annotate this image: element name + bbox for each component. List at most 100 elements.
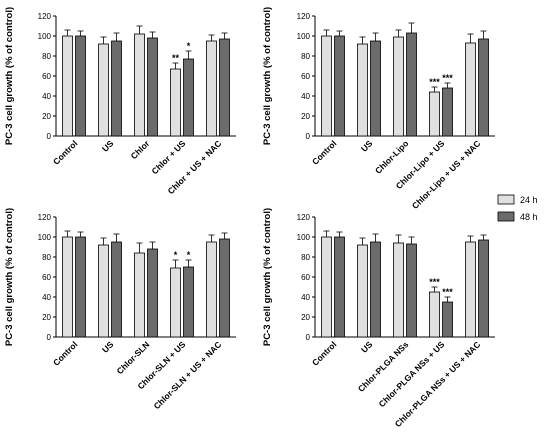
significance-marker: *** [442,287,453,297]
bar-48h [334,35,345,137]
bar-24h [170,68,181,137]
x-category-label: US [100,138,116,154]
bar-48h [111,40,122,137]
y-tick-label: 40 [42,293,51,302]
bar-24h [321,35,332,137]
y-tick-label: 80 [301,52,310,61]
y-axis-label: PC-3 cell growth (% of control) [262,7,273,145]
y-tick-label: 100 [297,32,311,41]
bar-24h [465,241,476,338]
significance-marker: *** [442,73,453,83]
y-tick-label: 100 [38,32,52,41]
legend-swatch-48h [497,211,515,222]
y-tick-label: 60 [42,273,51,282]
y-axis-label: PC-3 cell growth (% of control) [4,7,15,145]
bar-24h [98,244,109,338]
bar-48h [478,239,489,338]
y-tick-label: 60 [301,72,310,81]
chart-panel-3: 0 20 40 60 80 100 120 PC-3 cell growth (% of co… [4,208,236,411]
y-tick-label: 20 [301,313,310,322]
bar-48h [442,301,453,338]
bar-48h [111,241,122,338]
bar-48h [478,38,489,137]
x-category-label: US [100,339,116,355]
x-category-label: Chlor-SLN + US + NAC [152,339,224,411]
y-tick-label: 120 [38,12,52,21]
bar-48h [406,32,417,137]
chart-panel-2: 0 20 40 60 80 100 120 PC-3 cell growth (% of co… [262,7,495,211]
y-tick-label: 120 [297,12,311,21]
bar-24h [62,35,73,137]
y-tick-label: 20 [301,112,310,121]
bar-48h [370,241,381,338]
bar-24h [429,91,440,137]
significance-marker: *** [429,277,440,287]
y-tick-label: 20 [42,313,51,322]
bar-48h [183,266,194,338]
y-tick-label: 60 [301,273,310,282]
bar-48h [406,243,417,338]
y-tick-label: 120 [297,213,311,222]
y-tick-label: 0 [306,132,311,141]
significance-marker: ** [172,53,180,63]
bar-24h [393,36,404,137]
significance-marker: * [187,41,191,51]
x-category-label: Chlor-Lipo + US + NAC [410,138,483,211]
bar-24h [357,43,368,137]
chart-panel-4: 0 20 40 60 80 100 120 PC-3 cell growth (% of co… [262,208,495,429]
bar-24h [393,242,404,338]
significance-marker: *** [429,77,440,87]
bar-48h [442,87,453,137]
y-tick-label: 100 [38,233,52,242]
y-tick-label: 80 [42,253,51,262]
bar-24h [62,236,73,338]
x-category-label: Chlor + US [149,138,187,176]
x-category-label: Control [310,339,338,367]
x-category-label: Control [310,138,338,166]
bar-48h [183,58,194,137]
y-tick-label: 80 [42,52,51,61]
legend-label-24h: 24 h [520,195,538,205]
y-tick-label: 0 [47,132,52,141]
y-tick-label: 80 [301,253,310,262]
bar-24h [206,40,217,137]
y-tick-label: 60 [42,72,51,81]
x-category-label: Chlor-PLGA NSs + US [377,339,447,409]
bar-24h [429,291,440,338]
bar-24h [321,236,332,338]
bar-48h [219,238,230,338]
bar-24h [134,252,145,338]
bar-48h [147,37,158,137]
y-tick-label: 40 [301,293,310,302]
significance-marker: * [187,250,191,260]
chart-panel-1: 0 20 40 60 80 100 120 PC-3 cell growth (% of co… [4,7,236,196]
y-tick-label: 0 [306,333,311,342]
y-tick-label: 120 [38,213,52,222]
bar-24h [170,267,181,338]
x-category-label: Control [51,339,79,367]
y-axis-label: PC-3 cell growth (% of control) [262,208,273,346]
bar-24h [134,33,145,137]
y-axis-label: PC-3 cell growth (% of control) [4,208,15,346]
bar-24h [98,43,109,137]
y-tick-label: 40 [301,92,310,101]
significance-marker: * [174,250,178,260]
bar-48h [75,236,86,338]
x-category-label: US [359,138,375,154]
x-category-label: Chlor [129,138,152,161]
y-tick-label: 40 [42,92,51,101]
bar-48h [370,40,381,137]
bar-24h [206,241,217,338]
bar-48h [147,248,158,338]
bar-24h [357,244,368,338]
bar-48h [334,236,345,338]
y-tick-label: 0 [47,333,52,342]
x-category-label: Chlor-SLN [115,339,152,376]
legend-swatch-24h [497,194,515,205]
y-tick-label: 100 [297,233,311,242]
legend: 24 h 48 h [497,194,538,222]
legend-label-48h: 48 h [520,212,538,222]
bar-48h [75,35,86,137]
y-tick-label: 20 [42,112,51,121]
